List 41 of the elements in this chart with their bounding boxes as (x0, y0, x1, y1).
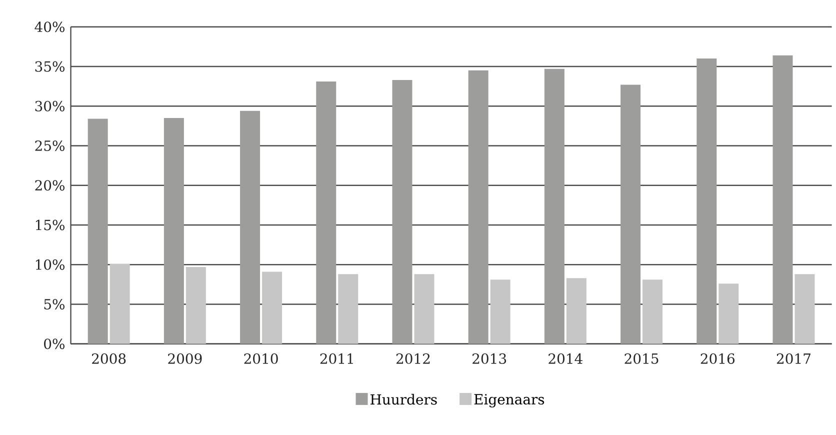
bar (110, 264, 130, 344)
bar (414, 274, 434, 344)
x-tick-label: 2014 (548, 353, 582, 364)
bar (490, 280, 510, 344)
bar (338, 274, 358, 344)
x-tick-label: 2011 (320, 353, 353, 364)
bar (620, 84, 641, 344)
x-tick-label: 2013 (472, 353, 506, 364)
y-tick-label: 25% (35, 140, 64, 152)
x-tick-label: 2008 (92, 353, 126, 364)
bar (164, 118, 184, 344)
bar (262, 272, 282, 344)
bar (794, 274, 815, 344)
bar (316, 82, 336, 344)
y-tick-label: 5% (44, 298, 64, 310)
bar (240, 110, 260, 344)
x-tick-label: 2010 (244, 353, 278, 364)
bar (718, 284, 739, 344)
bar (696, 58, 717, 344)
bar (186, 266, 206, 344)
y-tick-label: 15% (36, 220, 64, 230)
y-tick-label: 20% (35, 180, 64, 191)
bar (544, 68, 564, 344)
y-tick-label: 0% (44, 338, 64, 350)
legend-label: Huurders (370, 394, 437, 405)
x-tick-label: 2012 (396, 353, 430, 364)
bar (88, 118, 108, 344)
x-tick-label: 2009 (168, 353, 202, 364)
legend-label: Eigenaars (474, 394, 544, 408)
bar (468, 70, 488, 344)
bar (392, 80, 412, 344)
y-tick-label: 35% (35, 61, 64, 72)
bar (566, 278, 586, 344)
x-tick-label: 2016 (700, 353, 734, 364)
x-tick-label: 2015 (624, 353, 658, 364)
bar (642, 280, 663, 344)
y-tick-label: 30% (35, 100, 64, 112)
x-tick-label: 2017 (776, 353, 810, 364)
y-tick-label: 10% (36, 259, 64, 270)
bar (772, 55, 793, 344)
y-tick-label: 40% (34, 22, 64, 32)
